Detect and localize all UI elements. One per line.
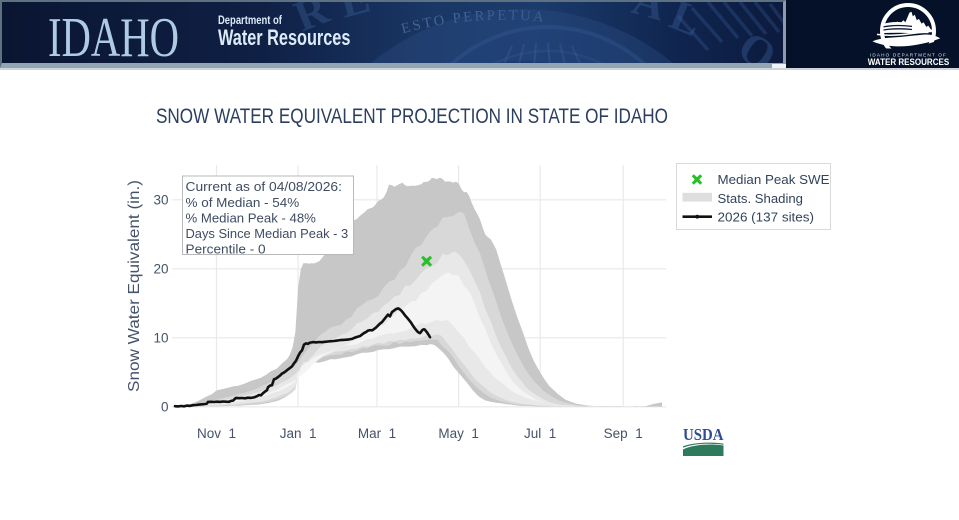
svg-text:Jul 1: Jul 1 xyxy=(524,426,556,441)
svg-text:Mar 1: Mar 1 xyxy=(358,426,396,441)
svg-text:WATER RESOURCES: WATER RESOURCES xyxy=(868,56,950,67)
svg-text:Snow Water Equivalent (in.): Snow Water Equivalent (in.) xyxy=(126,180,143,392)
svg-text:Nov 1: Nov 1 xyxy=(197,426,236,441)
svg-text:Percentile - 0: Percentile - 0 xyxy=(186,241,266,256)
svg-text:SNOW WATER EQUIVALENT PROJECTI: SNOW WATER EQUIVALENT PROJECTION IN STAT… xyxy=(156,104,668,128)
svg-text:2026 (137 sites): 2026 (137 sites) xyxy=(718,209,815,224)
svg-text:% Median Peak - 48%: % Median Peak - 48% xyxy=(186,210,317,225)
svg-text:0: 0 xyxy=(161,400,169,415)
svg-text:Median Peak SWE: Median Peak SWE xyxy=(718,172,830,187)
svg-text:% of Median - 54%: % of Median - 54% xyxy=(186,195,300,210)
svg-text:Sep 1: Sep 1 xyxy=(604,426,643,441)
svg-text:Days Since Median Peak - 3: Days Since Median Peak - 3 xyxy=(186,226,349,241)
svg-text:20: 20 xyxy=(153,262,168,277)
svg-text:Jan 1: Jan 1 xyxy=(280,426,317,441)
svg-text:Stats. Shading: Stats. Shading xyxy=(718,191,804,206)
svg-text:IDAHO DEPARTMENT OF: IDAHO DEPARTMENT OF xyxy=(870,52,947,58)
svg-text:10: 10 xyxy=(153,331,168,346)
svg-text:Current as of 04/08/2026:: Current as of 04/08/2026: xyxy=(186,179,342,194)
svg-text:May 1: May 1 xyxy=(438,426,479,441)
svg-text:30: 30 xyxy=(153,193,168,208)
svg-text:USDA: USDA xyxy=(683,425,724,444)
